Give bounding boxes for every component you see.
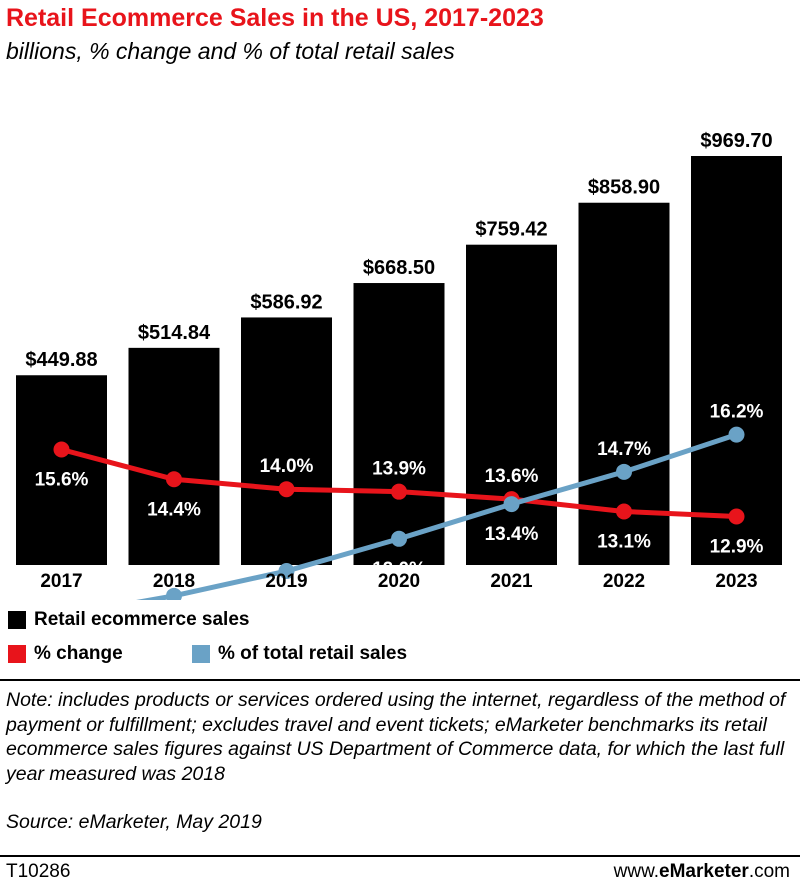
bar-label-2023: $969.70 — [700, 130, 772, 152]
change-point-2023 — [728, 508, 745, 525]
change-point-2020 — [391, 483, 407, 500]
legend-label-share: % of total retail sales — [218, 643, 408, 664]
change-label-2018: 14.4% — [147, 499, 201, 520]
legend-label-change: % change — [34, 643, 123, 664]
legend-item-change: % change — [8, 643, 123, 665]
share-label-2019: 10.7% — [260, 591, 314, 600]
x-tick-2022: 2022 — [603, 571, 645, 592]
bar-2017 — [16, 375, 107, 565]
brand-prefix: www. — [613, 861, 660, 882]
change-point-2017 — [53, 441, 70, 458]
x-tick-2023: 2023 — [715, 571, 757, 592]
share-point-2021 — [503, 496, 520, 513]
share-label-2022: 14.7% — [597, 439, 651, 460]
bar-2023 — [691, 156, 782, 565]
legend-swatch-sales — [8, 611, 26, 629]
chart-area: $449.88 $514.84 $586.92 $668.50 $759.42 $858.… — [16, 130, 782, 600]
x-tick-2021: 2021 — [490, 571, 533, 592]
bar-2018 — [128, 347, 220, 565]
chart-code: T10286 — [6, 861, 71, 882]
brand-suffix: .com — [748, 861, 790, 882]
share-point-2018 — [166, 587, 182, 600]
change-label-2022: 13.1% — [597, 532, 651, 553]
bar-value-labels: $449.88 $514.84 $586.92 $668.50 $759.42 $858.… — [25, 130, 772, 371]
x-tick-2018: 2018 — [153, 571, 195, 592]
legend-swatch-change — [8, 645, 26, 663]
x-tick-2019: 2019 — [265, 571, 307, 592]
footnote: Note: includes products or services orde… — [6, 689, 786, 785]
brand-name: eMarketer — [659, 861, 749, 882]
chart-title: Retail Ecommerce Sales in the US, 2017-2… — [6, 4, 544, 32]
share-point-2020 — [391, 530, 407, 547]
share-label-2020: 12.0% — [372, 559, 426, 580]
bar-label-2022: $858.90 — [588, 177, 660, 199]
change-label-2021: 13.6% — [485, 466, 539, 487]
x-tick-2020: 2020 — [378, 571, 420, 592]
bar-label-2018: $514.84 — [138, 322, 211, 344]
legend-swatch-share — [192, 645, 210, 663]
line-value-labels: 15.6%8.9%14.4%9.7%14.0%10.7%13.9%12.0%13… — [35, 402, 764, 600]
source-line: Source: eMarketer, May 2019 — [6, 811, 262, 833]
bar-series — [16, 156, 782, 565]
change-point-2022 — [616, 503, 632, 520]
brand-logo: www.eMarketer.com — [614, 861, 790, 883]
change-point-2018 — [166, 471, 182, 488]
share-point-2019 — [278, 563, 295, 580]
bar-2021 — [466, 244, 557, 565]
chart-subtitle: billions, % change and % of total retail… — [6, 38, 455, 64]
bar-label-2019: $586.92 — [250, 291, 322, 313]
bar-2019 — [241, 317, 332, 565]
line-series — [53, 426, 745, 600]
change-label-2019: 14.0% — [260, 456, 314, 477]
bar-label-2017: $449.88 — [25, 349, 97, 371]
x-axis-ticks: 2017 2018 2019 2020 2021 2022 2023 — [40, 571, 757, 592]
divider-top — [0, 679, 800, 681]
legend-item-sales: Retail ecommerce sales — [8, 609, 249, 631]
share-point-2022 — [616, 463, 632, 480]
share-label-2021: 13.4% — [485, 524, 539, 545]
change-label-2020: 13.9% — [372, 459, 426, 480]
divider-bottom — [0, 855, 800, 857]
change-label-2017: 15.6% — [35, 470, 89, 491]
bar-label-2021: $759.42 — [475, 219, 547, 241]
share-label-2023: 16.2% — [710, 402, 764, 423]
x-tick-2017: 2017 — [40, 571, 82, 592]
share-point-2023 — [728, 426, 745, 443]
bar-label-2020: $668.50 — [363, 257, 435, 279]
legend-label-sales: Retail ecommerce sales — [34, 609, 250, 630]
legend-item-share: % of total retail sales — [192, 643, 407, 665]
bar-2020 — [353, 283, 445, 565]
change-label-2023: 12.9% — [710, 536, 764, 557]
change-point-2019 — [278, 481, 295, 498]
